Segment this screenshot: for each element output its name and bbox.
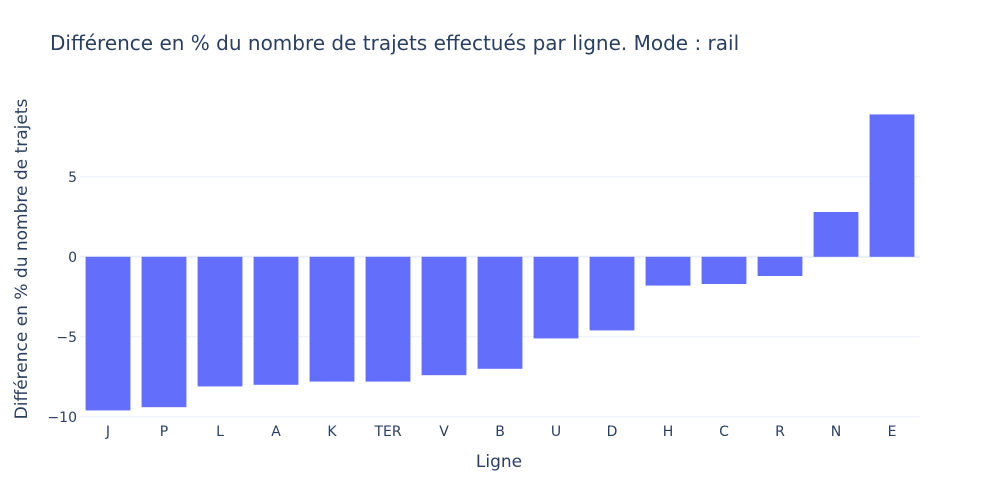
- bar-k: [309, 256, 355, 382]
- chart-title: Différence en % du nombre de trajets eff…: [50, 31, 739, 55]
- bar-v: [421, 256, 467, 376]
- y-tick-label: 0: [68, 250, 77, 266]
- y-axis-title: Différence en % du nombre de trajets: [12, 99, 32, 420]
- x-axis-title: Ligne: [476, 452, 522, 472]
- x-tick-label: B: [495, 424, 505, 440]
- x-tick-label: D: [607, 424, 618, 440]
- x-tick-label: K: [327, 424, 337, 440]
- x-tick-label: J: [105, 424, 110, 440]
- x-tick-label: L: [216, 424, 224, 440]
- bar-l: [197, 256, 243, 387]
- bar-d: [589, 256, 635, 331]
- x-tick-label: R: [775, 424, 785, 440]
- y-tick-label: 5: [68, 170, 77, 186]
- bar-b: [477, 256, 523, 369]
- x-tick-label: A: [271, 424, 281, 440]
- bar-ter: [365, 256, 411, 382]
- bar-h: [645, 256, 691, 286]
- bars: [85, 114, 915, 411]
- x-tick-label: TER: [373, 424, 401, 440]
- bar-p: [141, 256, 187, 408]
- bar-n: [813, 212, 859, 257]
- y-tick-label: −5: [56, 330, 77, 346]
- x-tick-label: V: [439, 424, 449, 440]
- bar-r: [757, 256, 803, 276]
- x-tick-label: C: [719, 424, 729, 440]
- x-tick-label: U: [551, 424, 561, 440]
- x-tick-label: P: [160, 424, 168, 440]
- y-axis-ticks: −10 −5 0 5: [47, 170, 77, 426]
- x-tick-label: E: [888, 424, 897, 440]
- x-tick-label: H: [663, 424, 674, 440]
- bar-e: [869, 114, 915, 257]
- bar-u: [533, 256, 579, 339]
- bar-a: [253, 256, 299, 385]
- bar-c: [701, 256, 747, 284]
- bar-j: [85, 256, 131, 411]
- y-tick-label: −10: [47, 410, 77, 426]
- x-axis-ticks: J P L A K TER V B U D H C R N E: [105, 424, 897, 440]
- x-tick-label: N: [831, 424, 841, 440]
